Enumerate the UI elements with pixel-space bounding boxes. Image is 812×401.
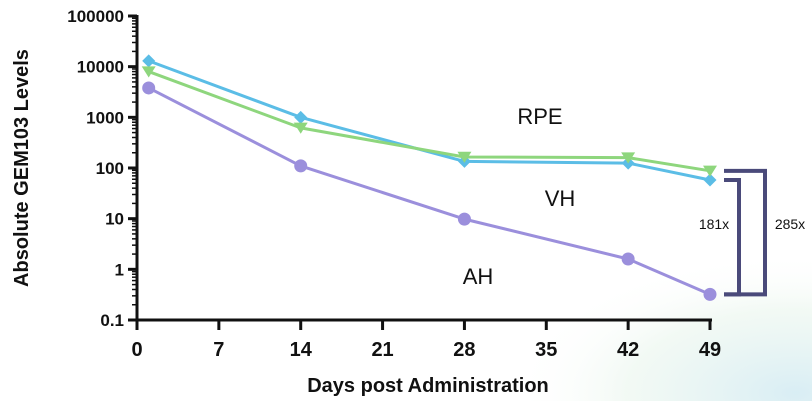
x-tick-label: 49 <box>699 339 721 361</box>
point-vh <box>141 66 156 78</box>
point-vh <box>621 152 636 164</box>
series-label-vh: VH <box>545 186 576 211</box>
y-tick-label: 100000 <box>67 7 124 26</box>
bracket-label-285x: 285x <box>775 216 805 232</box>
point-vh <box>293 122 308 134</box>
x-tick-label: 14 <box>290 339 313 361</box>
point-ah <box>457 212 471 226</box>
y-tick-label: 1 <box>115 260 124 279</box>
fold-change-bracket-285x <box>724 168 767 297</box>
bracket-label-181x: 181x <box>699 216 729 232</box>
series-label-rpe: RPE <box>517 104 562 129</box>
y-tick-label: 0.1 <box>100 311 124 330</box>
point-ah <box>703 287 717 301</box>
x-tick-label: 0 <box>131 339 142 361</box>
series-label-ah: AH <box>463 264 494 289</box>
y-tick-label: 10 <box>105 210 124 229</box>
x-tick-label: 21 <box>371 339 393 361</box>
point-ah <box>142 81 156 95</box>
point-rpe <box>142 54 156 68</box>
point-vh <box>457 151 472 163</box>
x-axis-title: Days post Administration <box>307 375 549 397</box>
y-tick-label: 100 <box>96 159 124 178</box>
point-rpe <box>294 110 308 124</box>
x-tick-label: 28 <box>453 339 475 361</box>
y-tick-label: 10000 <box>77 58 124 77</box>
x-tick-label: 7 <box>213 339 224 361</box>
point-ah <box>621 252 635 266</box>
y-tick-label: 1000 <box>86 108 124 127</box>
point-ah <box>294 159 308 173</box>
y-axis-title: Absolute GEM103 Levels <box>11 49 33 287</box>
point-vh <box>703 165 717 177</box>
x-tick-label: 35 <box>535 339 557 361</box>
point-rpe <box>703 173 717 187</box>
x-tick-label: 42 <box>617 339 639 361</box>
